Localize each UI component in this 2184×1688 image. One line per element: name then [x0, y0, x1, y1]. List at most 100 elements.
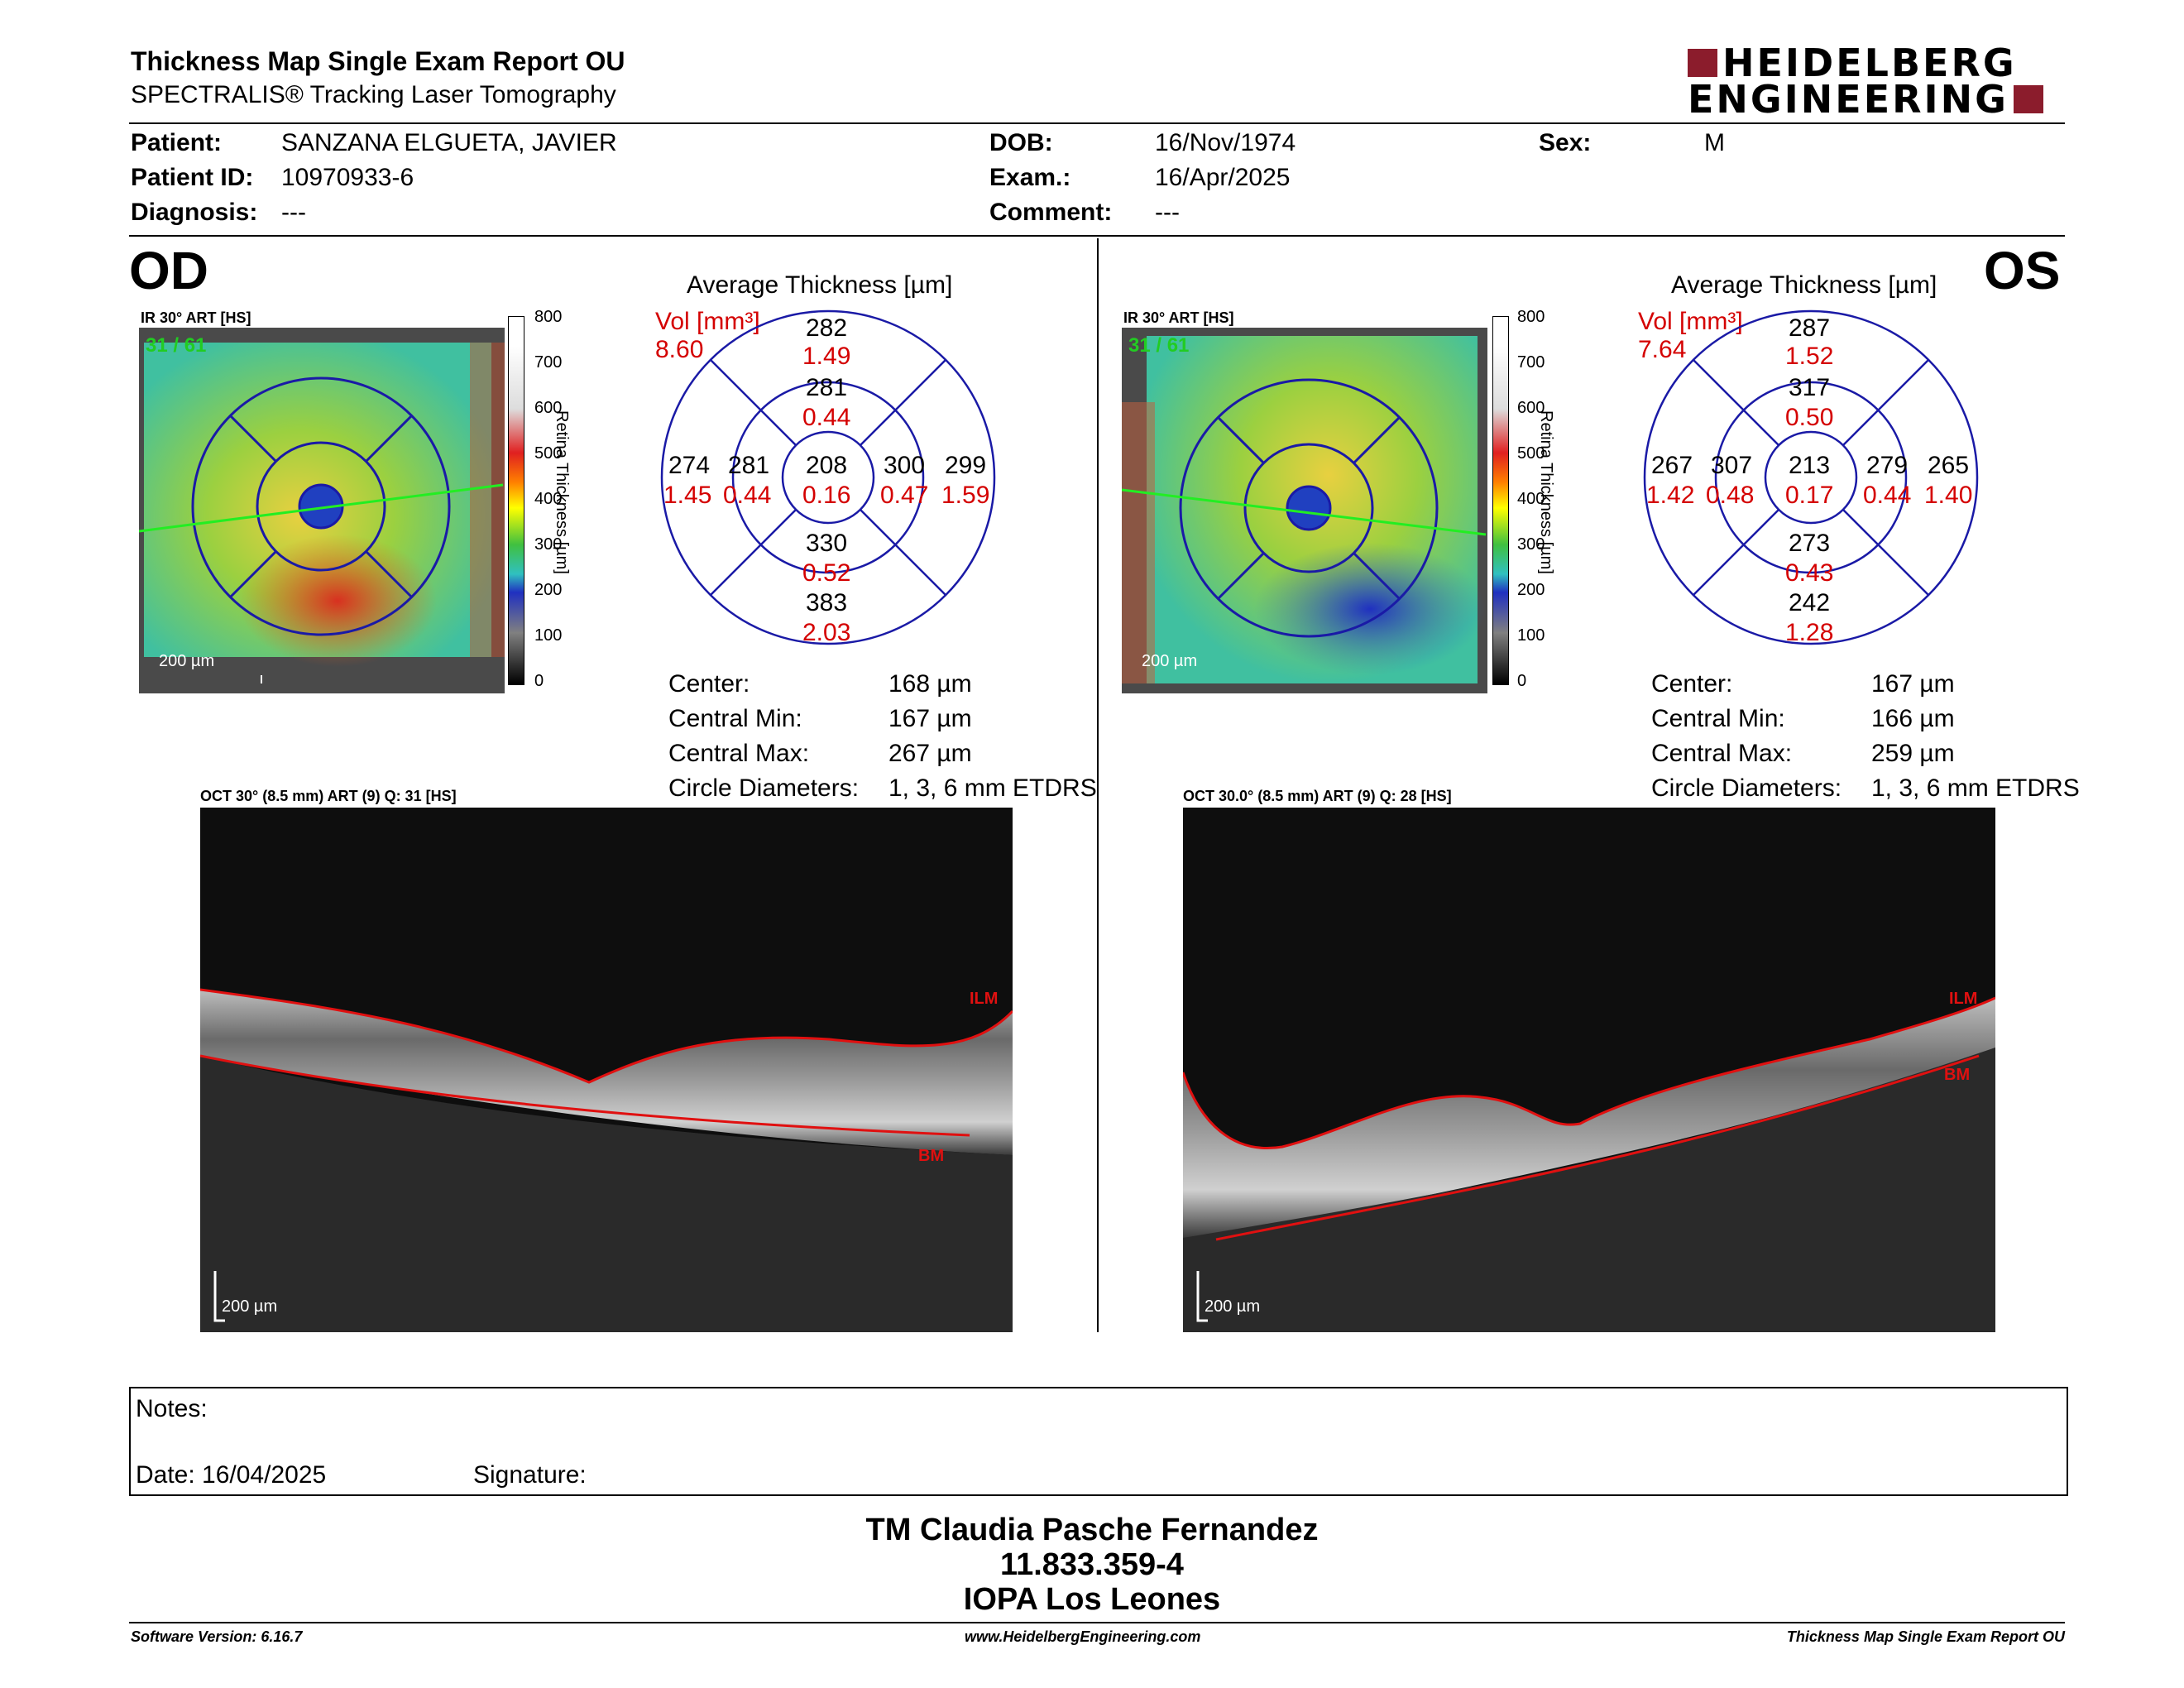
os-outer-nasal: 265 — [1928, 452, 1970, 479]
os-thickness-map-image: 31 / 61 200 µm — [1122, 328, 1487, 693]
os-center-label: Center: — [1651, 670, 1733, 698]
signer-name: TM Claudia Pasche Fernandez — [865, 1513, 1319, 1547]
date-label: Date: 16/04/2025 — [136, 1461, 327, 1489]
diagnosis-value: --- — [281, 199, 306, 226]
od-center-label: Center: — [668, 670, 750, 698]
notes-label: Notes: — [136, 1395, 208, 1422]
tick-label: 700 — [1517, 353, 1545, 372]
od-etdrs-grid — [660, 309, 996, 645]
os-vol-label: Vol [mm³] — [1638, 308, 1743, 335]
os-inner-inferior: 273 — [1789, 530, 1831, 557]
tick-label: 100 — [1517, 626, 1545, 645]
od-outer-inferior-vol: 2.03 — [802, 619, 851, 646]
exam-value: 16/Apr/2025 — [1155, 164, 1291, 191]
os-inner-inferior-vol: 0.43 — [1785, 559, 1834, 587]
od-outer-inferior: 383 — [806, 589, 848, 616]
os-center-value: 167 µm — [1871, 670, 1955, 698]
os-oct-caption: OCT 30.0° (8.5 mm) ART (9) Q: 28 [HS] — [1183, 788, 1452, 804]
od-thickness-map-image: 31 / 61 200 µm — [139, 328, 505, 693]
divider — [129, 235, 2065, 237]
os-inner-nasal-vol: 0.44 — [1863, 482, 1912, 509]
os-inner-temporal: 307 — [1711, 452, 1753, 479]
logo-square-icon — [1688, 49, 1717, 77]
od-eye-label: OD — [129, 241, 208, 300]
logo-word-2: ENGINEERING — [1688, 77, 2009, 122]
os-etdrs-grid — [1643, 309, 1979, 645]
os-max-value: 259 µm — [1871, 740, 1955, 767]
notes-box: Notes: Date: 16/04/2025 Signature: — [129, 1387, 2068, 1496]
os-center: 213 — [1789, 452, 1831, 479]
od-diam-label: Circle Diameters: — [668, 774, 860, 802]
comment-label: Comment: — [989, 199, 1113, 226]
od-outer-temporal: 274 — [668, 452, 711, 479]
vertical-divider — [1097, 238, 1099, 1332]
os-oct-scale: 200 µm — [1205, 1297, 1261, 1316]
os-outer-temporal: 267 — [1651, 452, 1693, 479]
os-diam-value: 1, 3, 6 mm ETDRS — [1871, 774, 2080, 802]
os-outer-superior-vol: 1.52 — [1785, 343, 1834, 370]
sex-label: Sex: — [1539, 129, 1592, 156]
signature-label: Signature: — [473, 1461, 587, 1489]
od-grid-title: Average Thickness [µm] — [687, 271, 953, 299]
tick-label: 200 — [534, 581, 563, 599]
od-frame-label: 31 / 61 — [146, 334, 207, 357]
os-vol-value: 7.64 — [1638, 336, 1687, 363]
report-title: Thickness Map Single Exam Report OU — [131, 46, 625, 76]
os-inner-superior-vol: 0.50 — [1785, 404, 1834, 431]
os-ir-scale: 200 µm — [1142, 652, 1198, 670]
tick-label: 0 — [534, 672, 544, 690]
os-frame-label: 31 / 61 — [1128, 334, 1190, 357]
website: www.HeidelbergEngineering.com — [965, 1628, 1201, 1645]
od-inner-inferior-vol: 0.52 — [802, 559, 851, 587]
heidelberg-logo: HEIDELBERG ENGINEERING — [1688, 44, 2068, 122]
os-max-label: Central Max: — [1651, 740, 1793, 767]
od-diam-value: 1, 3, 6 mm ETDRS — [888, 774, 1097, 802]
tick-label: 800 — [534, 308, 563, 326]
os-min-value: 166 µm — [1871, 705, 1955, 732]
od-colorbar — [508, 316, 524, 685]
os-ir-caption: IR 30° ART [HS] — [1123, 309, 1234, 326]
os-outer-superior: 287 — [1789, 314, 1831, 342]
report-subtitle: SPECTRALIS® Tracking Laser Tomography — [131, 81, 616, 108]
od-inner-superior-vol: 0.44 — [802, 404, 851, 431]
od-colorbar-title: Retina Thickness [µm] — [553, 410, 571, 574]
od-min-value: 167 µm — [888, 705, 972, 732]
os-inner-superior: 317 — [1789, 374, 1831, 401]
tick-label: 0 — [1517, 672, 1527, 690]
tick-label: 400 — [1517, 490, 1545, 508]
od-oct-scale: 200 µm — [222, 1297, 278, 1316]
os-outer-temporal-vol: 1.42 — [1646, 482, 1695, 509]
od-center-vol: 0.16 — [802, 482, 851, 509]
os-colorbar-title: Retina Thickness [µm] — [1537, 410, 1555, 574]
os-eye-label: OS — [1984, 241, 2061, 300]
divider — [129, 122, 2065, 124]
patient-name: SANZANA ELGUETA, JAVIER — [281, 129, 617, 156]
od-inner-temporal: 281 — [728, 452, 770, 479]
dob-label: DOB: — [989, 129, 1053, 156]
od-inner-nasal: 300 — [884, 452, 926, 479]
os-colorbar-ticks: 800 700 600 500 400 300 200 100 0 — [1517, 308, 1550, 697]
os-outer-nasal-vol: 1.40 — [1924, 482, 1973, 509]
tick-label: 600 — [534, 399, 563, 417]
tick-label: 300 — [1517, 535, 1545, 554]
patient-id-label: Patient ID: — [131, 164, 254, 191]
od-min-label: Central Min: — [668, 705, 802, 732]
os-outer-inferior-vol: 1.28 — [1785, 619, 1834, 646]
od-oct-bscan-image: ILM BM 200 µm — [200, 808, 1013, 1332]
od-ilm-label: ILM — [970, 990, 999, 1008]
tick-label: 500 — [1517, 444, 1545, 463]
tick-label: 700 — [534, 353, 563, 372]
od-inner-nasal-vol: 0.47 — [880, 482, 929, 509]
software-version: Software Version: 6.16.7 — [131, 1628, 303, 1645]
tick-label: 400 — [534, 490, 563, 508]
od-colorbar-ticks: 800 700 600 500 400 300 200 100 0 — [534, 308, 568, 697]
od-inner-superior: 281 — [806, 374, 848, 401]
od-center-value: 168 µm — [888, 670, 972, 698]
comment-value: --- — [1155, 199, 1180, 226]
signer-id: 11.833.359-4 — [1000, 1547, 1184, 1582]
os-diam-label: Circle Diameters: — [1651, 774, 1842, 802]
os-inner-nasal: 279 — [1866, 452, 1909, 479]
footer-report-name: Thickness Map Single Exam Report OU — [1786, 1628, 2065, 1645]
od-max-label: Central Max: — [668, 740, 810, 767]
od-max-value: 267 µm — [888, 740, 972, 767]
